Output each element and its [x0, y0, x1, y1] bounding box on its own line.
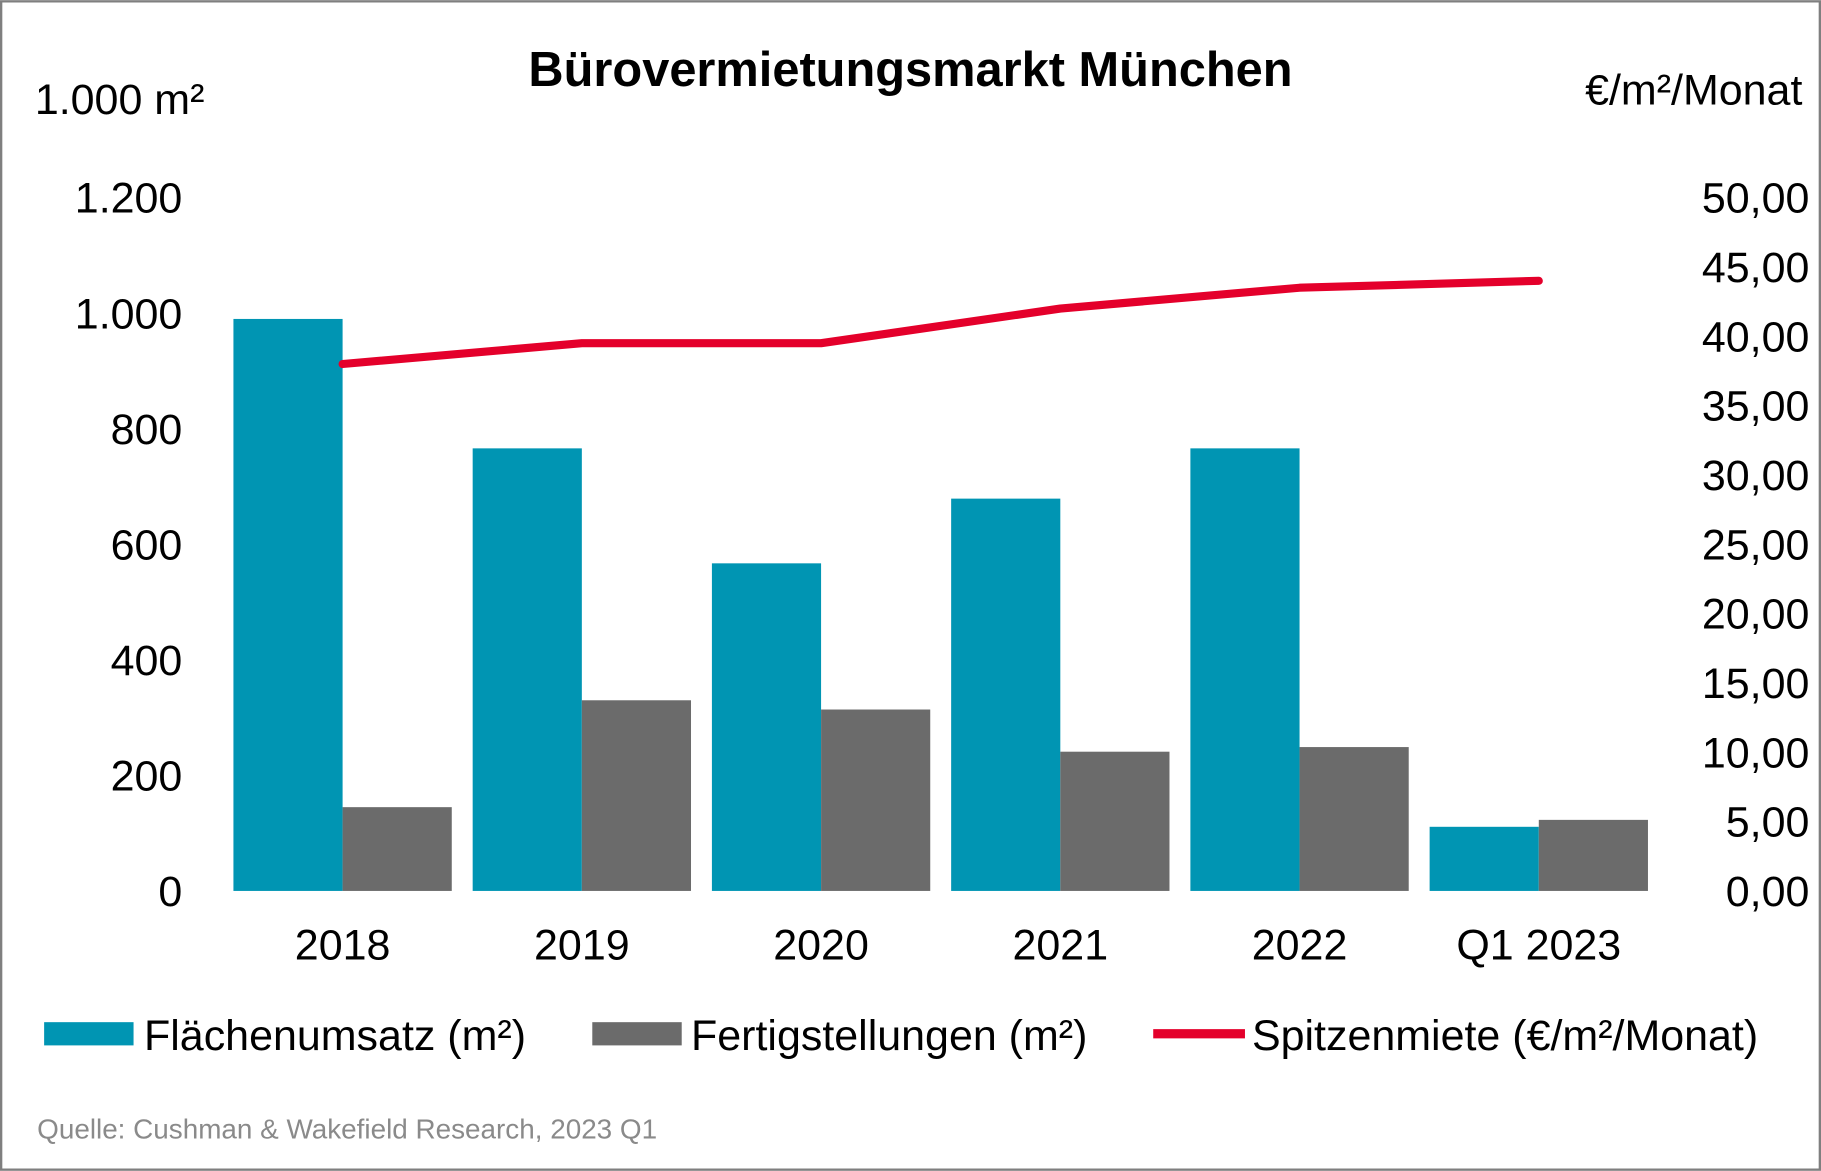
right-axis-label: €/m²/Monat: [1585, 67, 1802, 115]
right-tick-label: 45,00: [1702, 244, 1810, 292]
bar-fertigstellungen-4: [1299, 747, 1409, 891]
right-tick-label: 15,00: [1702, 660, 1810, 708]
left-tick-label: 800: [111, 406, 183, 454]
right-tick-label: 10,00: [1702, 729, 1810, 777]
bar-flaechenumsatz-0: [233, 318, 343, 891]
left-axis-label: 1.000 m²: [35, 76, 205, 124]
left-tick-label: 1.000: [75, 290, 183, 338]
right-tick-label: 0,00: [1726, 868, 1810, 916]
right-tick-label: 30,00: [1702, 452, 1810, 500]
legend-label-flaechenumsatz: Flächenumsatz (m²): [144, 1012, 526, 1060]
bar-fertigstellungen-3: [1060, 751, 1170, 891]
bar-fertigstellungen-2: [821, 709, 931, 891]
bar-fertigstellungen-5: [1538, 819, 1648, 891]
bar-flaechenumsatz-2: [711, 563, 822, 891]
bar-fertigstellungen-0: [342, 807, 452, 891]
bar-fertigstellungen-1: [581, 700, 692, 891]
line-spitzenmiete: [338, 276, 1543, 369]
legend-label-spitzenmiete: Spitzenmiete (€/m²/Monat): [1252, 1012, 1758, 1060]
left-tick-label: 1.200: [75, 175, 183, 223]
right-tick-label: 5,00: [1726, 799, 1810, 847]
x-tick-label: 2020: [773, 921, 869, 969]
right-tick-label: 35,00: [1702, 383, 1810, 431]
right-tick-label: 50,00: [1702, 175, 1810, 223]
right-tick-label: 20,00: [1702, 591, 1810, 639]
bar-flaechenumsatz-1: [472, 448, 582, 891]
source-note: Quelle: Cushman & Wakefield Research, 20…: [37, 1113, 657, 1144]
legend-label-fertigstellungen: Fertigstellungen (m²): [691, 1012, 1087, 1060]
left-tick-label: 0: [158, 868, 182, 916]
x-tick-label: 2022: [1252, 921, 1348, 969]
bar-flaechenumsatz-4: [1190, 448, 1300, 891]
legend-swatch-fertigstellungen: [592, 1022, 682, 1046]
legend-swatch-flaechenumsatz: [44, 1022, 134, 1046]
right-tick-label: 40,00: [1702, 313, 1810, 361]
x-tick-label: 2019: [534, 921, 630, 969]
bar-flaechenumsatz-5: [1429, 826, 1539, 891]
chart-title: Bürovermietungsmarkt München: [528, 43, 1292, 97]
right-tick-label: 25,00: [1702, 521, 1810, 569]
bar-flaechenumsatz-3: [951, 498, 1061, 891]
x-tick-label: Q1 2023: [1456, 921, 1621, 969]
legend: Flächenumsatz (m²) Fertigstellungen (m²)…: [44, 1012, 1758, 1060]
left-tick-label: 400: [111, 637, 183, 685]
left-tick-label: 600: [111, 521, 183, 569]
left-tick-label: 200: [111, 752, 183, 800]
x-tick-label: 2018: [295, 921, 391, 969]
x-tick-label: 2021: [1013, 921, 1109, 969]
